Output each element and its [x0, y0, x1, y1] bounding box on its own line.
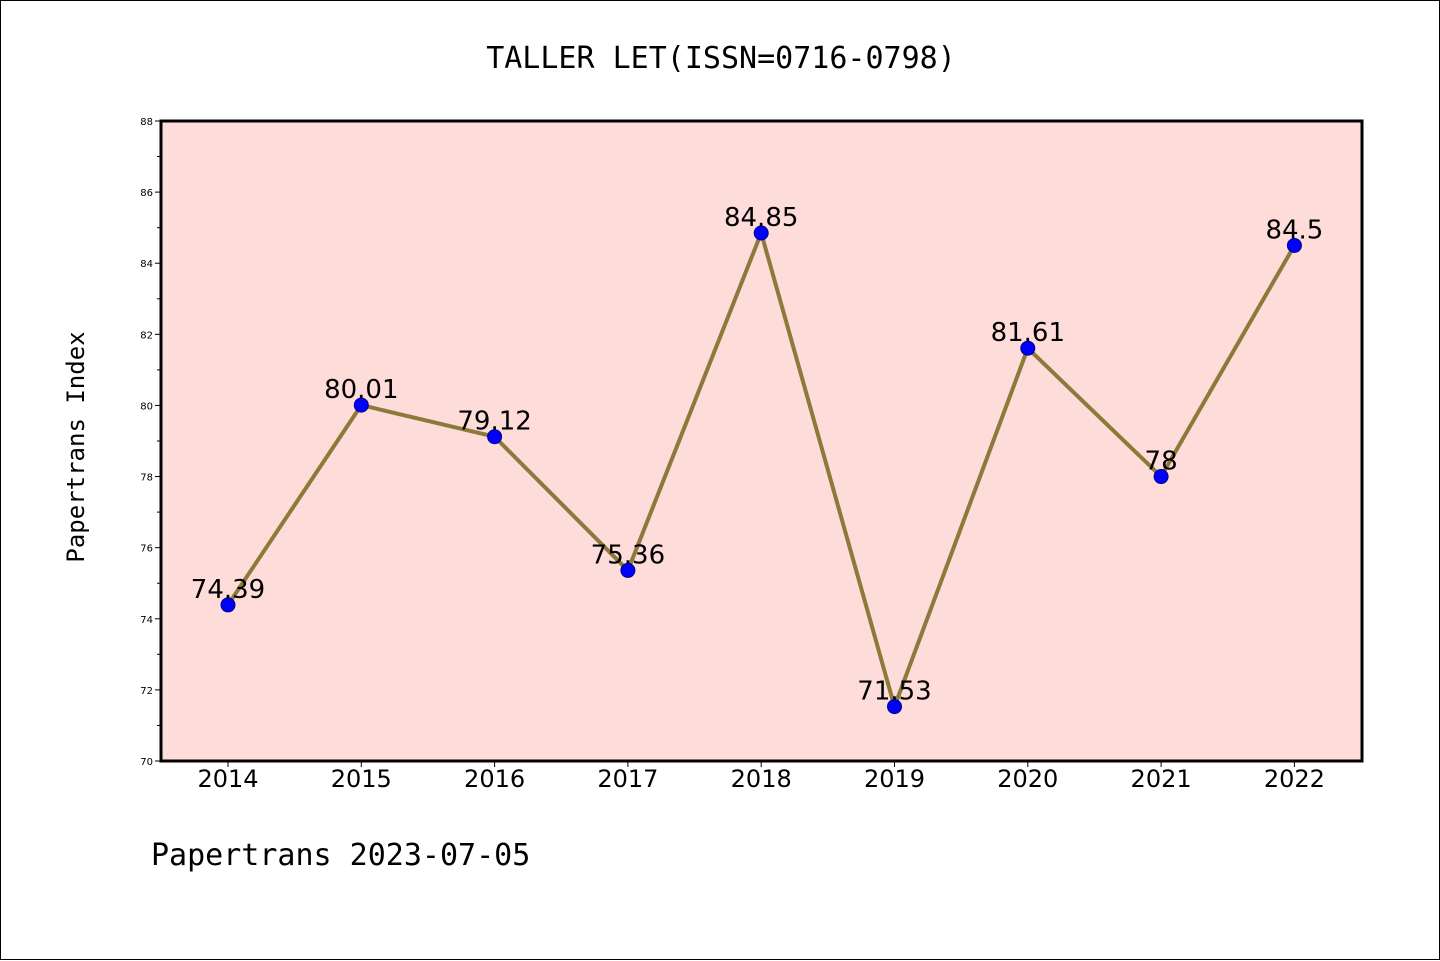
series-line-segment	[1159, 243, 1297, 479]
y-tick-label: 76	[140, 544, 153, 555]
series-line-segment	[625, 231, 764, 573]
data-label: 84.5	[1265, 215, 1323, 245]
series-line-segment	[759, 231, 897, 709]
series-line-segment	[892, 346, 1030, 709]
data-point	[753, 225, 769, 241]
x-tick-label: 2018	[731, 765, 792, 793]
data-point	[487, 429, 503, 445]
data-point	[220, 597, 236, 613]
data-point	[353, 397, 369, 413]
data-point	[1153, 469, 1169, 485]
y-tick-label: 72	[140, 686, 153, 697]
x-tick-label: 2022	[1264, 765, 1325, 793]
series-line-segment	[1025, 346, 1164, 479]
data-label: 71.53	[857, 677, 931, 707]
plot-border	[159, 119, 1364, 763]
data-labels: 74.39 80.01 79.12 75.36 84.85 71.53 81.61 78 84.…	[191, 203, 1324, 707]
x-tick-label: 2021	[1131, 765, 1192, 793]
data-label: 74.39	[191, 575, 265, 605]
x-axis: 2014 2015 2016 2017 2018 2019 2020 2021 2022	[197, 761, 1325, 793]
x-tick-label: 2016	[464, 765, 525, 793]
data-label: 81.61	[991, 318, 1065, 348]
data-series	[220, 225, 1302, 715]
y-tick-label: 82	[140, 330, 153, 341]
y-tick-label: 78	[140, 473, 153, 484]
data-label: 78	[1145, 447, 1178, 477]
y-tick-label: 70	[140, 757, 153, 768]
data-label: 79.12	[457, 407, 531, 437]
y-axis-title: Papertrans Index	[62, 331, 90, 562]
data-label: 84.85	[724, 203, 798, 233]
y-axis: 70 72 74 76 78 80 82 84 86 88	[140, 117, 161, 768]
x-tick-label: 2015	[331, 765, 392, 793]
x-tick-label: 2014	[197, 765, 258, 793]
data-label: 80.01	[324, 375, 398, 405]
series-line-segment	[226, 403, 364, 607]
x-tick-label: 2020	[997, 765, 1058, 793]
data-point	[1020, 340, 1036, 356]
series-line-segment	[492, 434, 630, 573]
y-tick-label: 88	[140, 117, 153, 128]
data-label: 75.36	[591, 540, 665, 570]
y-tick-label: 74	[140, 615, 153, 626]
y-tick-label: 86	[140, 188, 153, 199]
x-tick-label: 2019	[864, 765, 925, 793]
footer-caption: Papertrans 2023-07-05	[151, 838, 530, 873]
y-tick-label: 84	[140, 259, 153, 270]
data-point	[887, 699, 902, 715]
series-line-segment	[359, 403, 497, 439]
data-point	[1286, 237, 1302, 253]
data-point	[620, 562, 636, 578]
y-tick-label: 80	[140, 401, 153, 412]
x-tick-label: 2017	[597, 765, 658, 793]
chart-title: TALLER LET(ISSN=0716-0798)	[486, 41, 956, 76]
